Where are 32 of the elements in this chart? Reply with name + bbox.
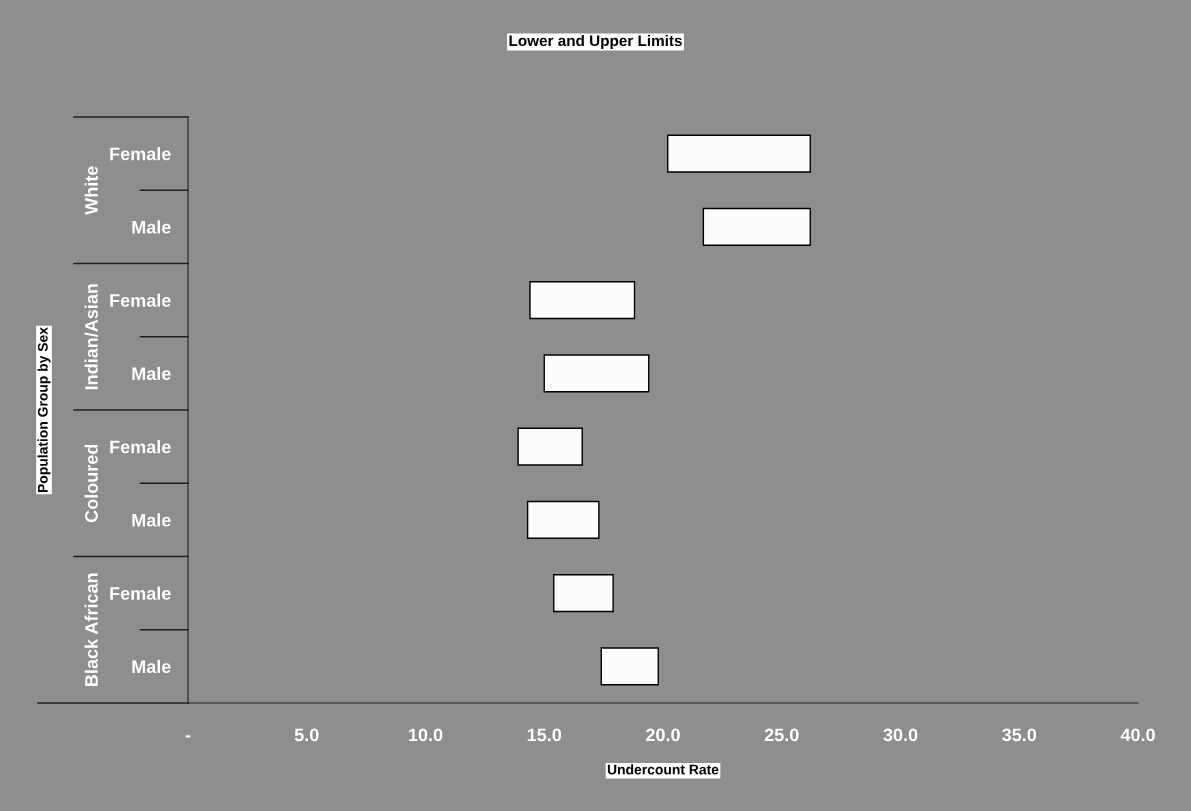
- bar: [526, 500, 600, 539]
- text: Black African: [84, 573, 98, 686]
- x-tick-label: 5.0: [294, 728, 319, 742]
- y-tick-label: Female: [110, 147, 171, 161]
- y-tick-label: Female: [110, 440, 171, 454]
- bar: [553, 574, 614, 613]
- y-tick-label: Female: [110, 293, 171, 307]
- bar: [600, 647, 659, 686]
- y-tick-label: Female: [110, 586, 171, 600]
- bar: [529, 281, 636, 320]
- y-axis-title: Population Group by Sex: [37, 327, 51, 493]
- x-tick-label: 40.0: [1120, 728, 1155, 742]
- bar: [517, 427, 583, 466]
- text: Coloured: [84, 444, 98, 523]
- x-tick-label: -: [185, 735, 191, 738]
- y-tick-label: Male: [132, 513, 171, 527]
- x-tick-label: 10.0: [409, 728, 443, 742]
- bar: [667, 134, 811, 173]
- x-tick-label: 35.0: [1002, 728, 1037, 742]
- x-tick-label: 25.0: [764, 728, 799, 742]
- y-tick-label: Male: [132, 659, 171, 674]
- x-tick-label: 20.0: [646, 728, 680, 742]
- y-tick-label: Male: [132, 366, 171, 381]
- chart-title: Lower and Upper Limits: [509, 34, 682, 50]
- bar: [702, 207, 811, 246]
- text: White: [84, 166, 98, 215]
- bar: [543, 354, 650, 393]
- x-axis-title: Undercount Rate: [607, 764, 719, 775]
- x-tick-label: 15.0: [527, 728, 562, 742]
- text: Indian/Asian: [84, 284, 99, 390]
- y-tick-label: Male: [132, 220, 171, 234]
- x-tick-label: 30.0: [883, 728, 918, 742]
